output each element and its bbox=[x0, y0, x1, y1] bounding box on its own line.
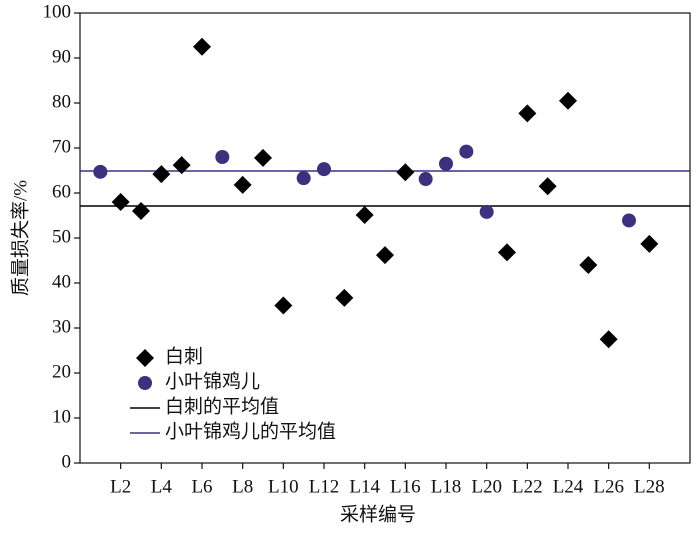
diamond-point bbox=[254, 148, 272, 167]
diamond-point bbox=[132, 202, 150, 220]
diamond-point bbox=[498, 243, 516, 262]
y-tick-label: 30 bbox=[52, 316, 71, 337]
circle-point bbox=[479, 204, 494, 219]
diamond-point bbox=[559, 91, 577, 110]
y-tick-label: 0 bbox=[62, 451, 72, 472]
y-tick-label: 50 bbox=[52, 226, 71, 247]
legend-label: 小叶锦鸡儿 bbox=[165, 370, 260, 392]
circle-point bbox=[418, 172, 433, 187]
x-tick-label: L8 bbox=[232, 476, 253, 497]
diamond-point bbox=[274, 296, 293, 315]
x-tick-label: L12 bbox=[309, 476, 340, 497]
circle-point bbox=[138, 376, 152, 390]
x-tick-label: L6 bbox=[191, 476, 212, 497]
circle-point bbox=[296, 171, 311, 186]
x-tick-label: L4 bbox=[151, 476, 173, 497]
diamond-point bbox=[193, 37, 211, 56]
circle-point bbox=[215, 150, 230, 164]
y-tick-label: 100 bbox=[43, 1, 72, 22]
x-tick-label: L16 bbox=[390, 476, 421, 497]
x-tick-label: L18 bbox=[431, 476, 462, 497]
y-tick-label: 40 bbox=[52, 271, 71, 292]
x-tick-label: L14 bbox=[349, 476, 380, 497]
diamond-point bbox=[396, 163, 415, 182]
y-tick-label: 20 bbox=[52, 361, 71, 382]
legend-label: 小叶锦鸡儿的平均值 bbox=[165, 420, 336, 442]
y-axis-label: 质量损失率/% bbox=[9, 180, 31, 296]
diamond-point bbox=[599, 330, 618, 349]
diamond-point bbox=[518, 104, 537, 123]
diamond-point bbox=[579, 256, 598, 274]
y-tick-label: 80 bbox=[52, 91, 71, 112]
diamond-point bbox=[233, 175, 252, 194]
legend-label: 白刺的平均值 bbox=[165, 395, 279, 417]
diamond-point bbox=[538, 177, 557, 196]
y-tick-label: 60 bbox=[52, 181, 71, 202]
diamond-point bbox=[640, 234, 659, 253]
diamond-point bbox=[111, 193, 130, 211]
x-tick-label: L26 bbox=[593, 476, 624, 497]
circle-point bbox=[317, 162, 331, 177]
circle-point bbox=[93, 164, 108, 179]
diamond-point bbox=[172, 156, 191, 175]
x-tick-label: L24 bbox=[553, 476, 584, 497]
diamond-point bbox=[136, 349, 154, 367]
y-tick-label: 90 bbox=[52, 46, 71, 67]
diamond-point bbox=[355, 206, 374, 225]
circle-point bbox=[459, 144, 474, 159]
circle-point bbox=[439, 156, 453, 171]
circle-point bbox=[622, 213, 636, 228]
y-tick-label: 10 bbox=[52, 406, 71, 427]
legend-label: 白刺 bbox=[165, 345, 203, 367]
x-axis-label: 采样编号 bbox=[340, 503, 416, 525]
x-tick-label: L28 bbox=[634, 476, 665, 497]
x-tick-label: L10 bbox=[268, 476, 299, 497]
diamond-point bbox=[335, 288, 354, 307]
x-tick-label: L22 bbox=[512, 476, 543, 497]
y-tick-label: 70 bbox=[52, 136, 71, 157]
diamond-point bbox=[152, 165, 171, 184]
x-tick-label: L2 bbox=[110, 476, 131, 497]
x-tick-label: L20 bbox=[471, 476, 502, 497]
diamond-point bbox=[376, 246, 394, 265]
